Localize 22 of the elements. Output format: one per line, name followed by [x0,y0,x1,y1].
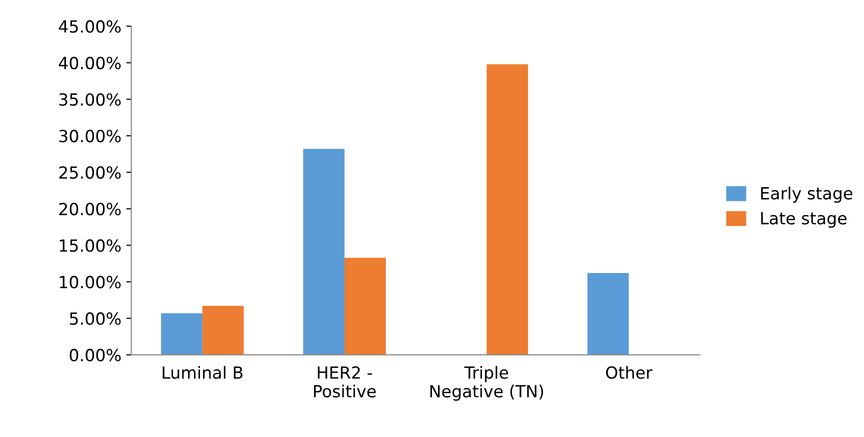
bar [161,313,202,355]
bar [344,258,386,355]
bar [486,64,528,355]
x-tick-label: HER2 - Positive [314,366,376,398]
y-tick-label: 45.00% [58,20,121,33]
bar [202,306,244,355]
y-tick-label: 10.00% [60,276,121,288]
y-tick-label: 20.00% [59,202,121,216]
y-tick-label: 40.00% [58,56,121,70]
y-tick-label: 15.00% [60,239,121,252]
y-tick-label: 5.00% [70,312,121,325]
bar [587,273,629,355]
x-tick-label: Triple Negative (TN) [430,366,544,401]
bar [303,148,345,355]
x-tick-label: Other [606,366,652,379]
legend-label: Late stage [761,212,847,228]
x-tick-label: Luminal B [162,366,242,379]
y-tick-label: 30.00% [59,130,121,142]
legend-label: Early stage [761,186,852,203]
y-tick-label: 25.00% [59,166,121,179]
y-tick-label: 35.00% [59,93,121,106]
y-tick-label: 0.00% [70,348,121,362]
